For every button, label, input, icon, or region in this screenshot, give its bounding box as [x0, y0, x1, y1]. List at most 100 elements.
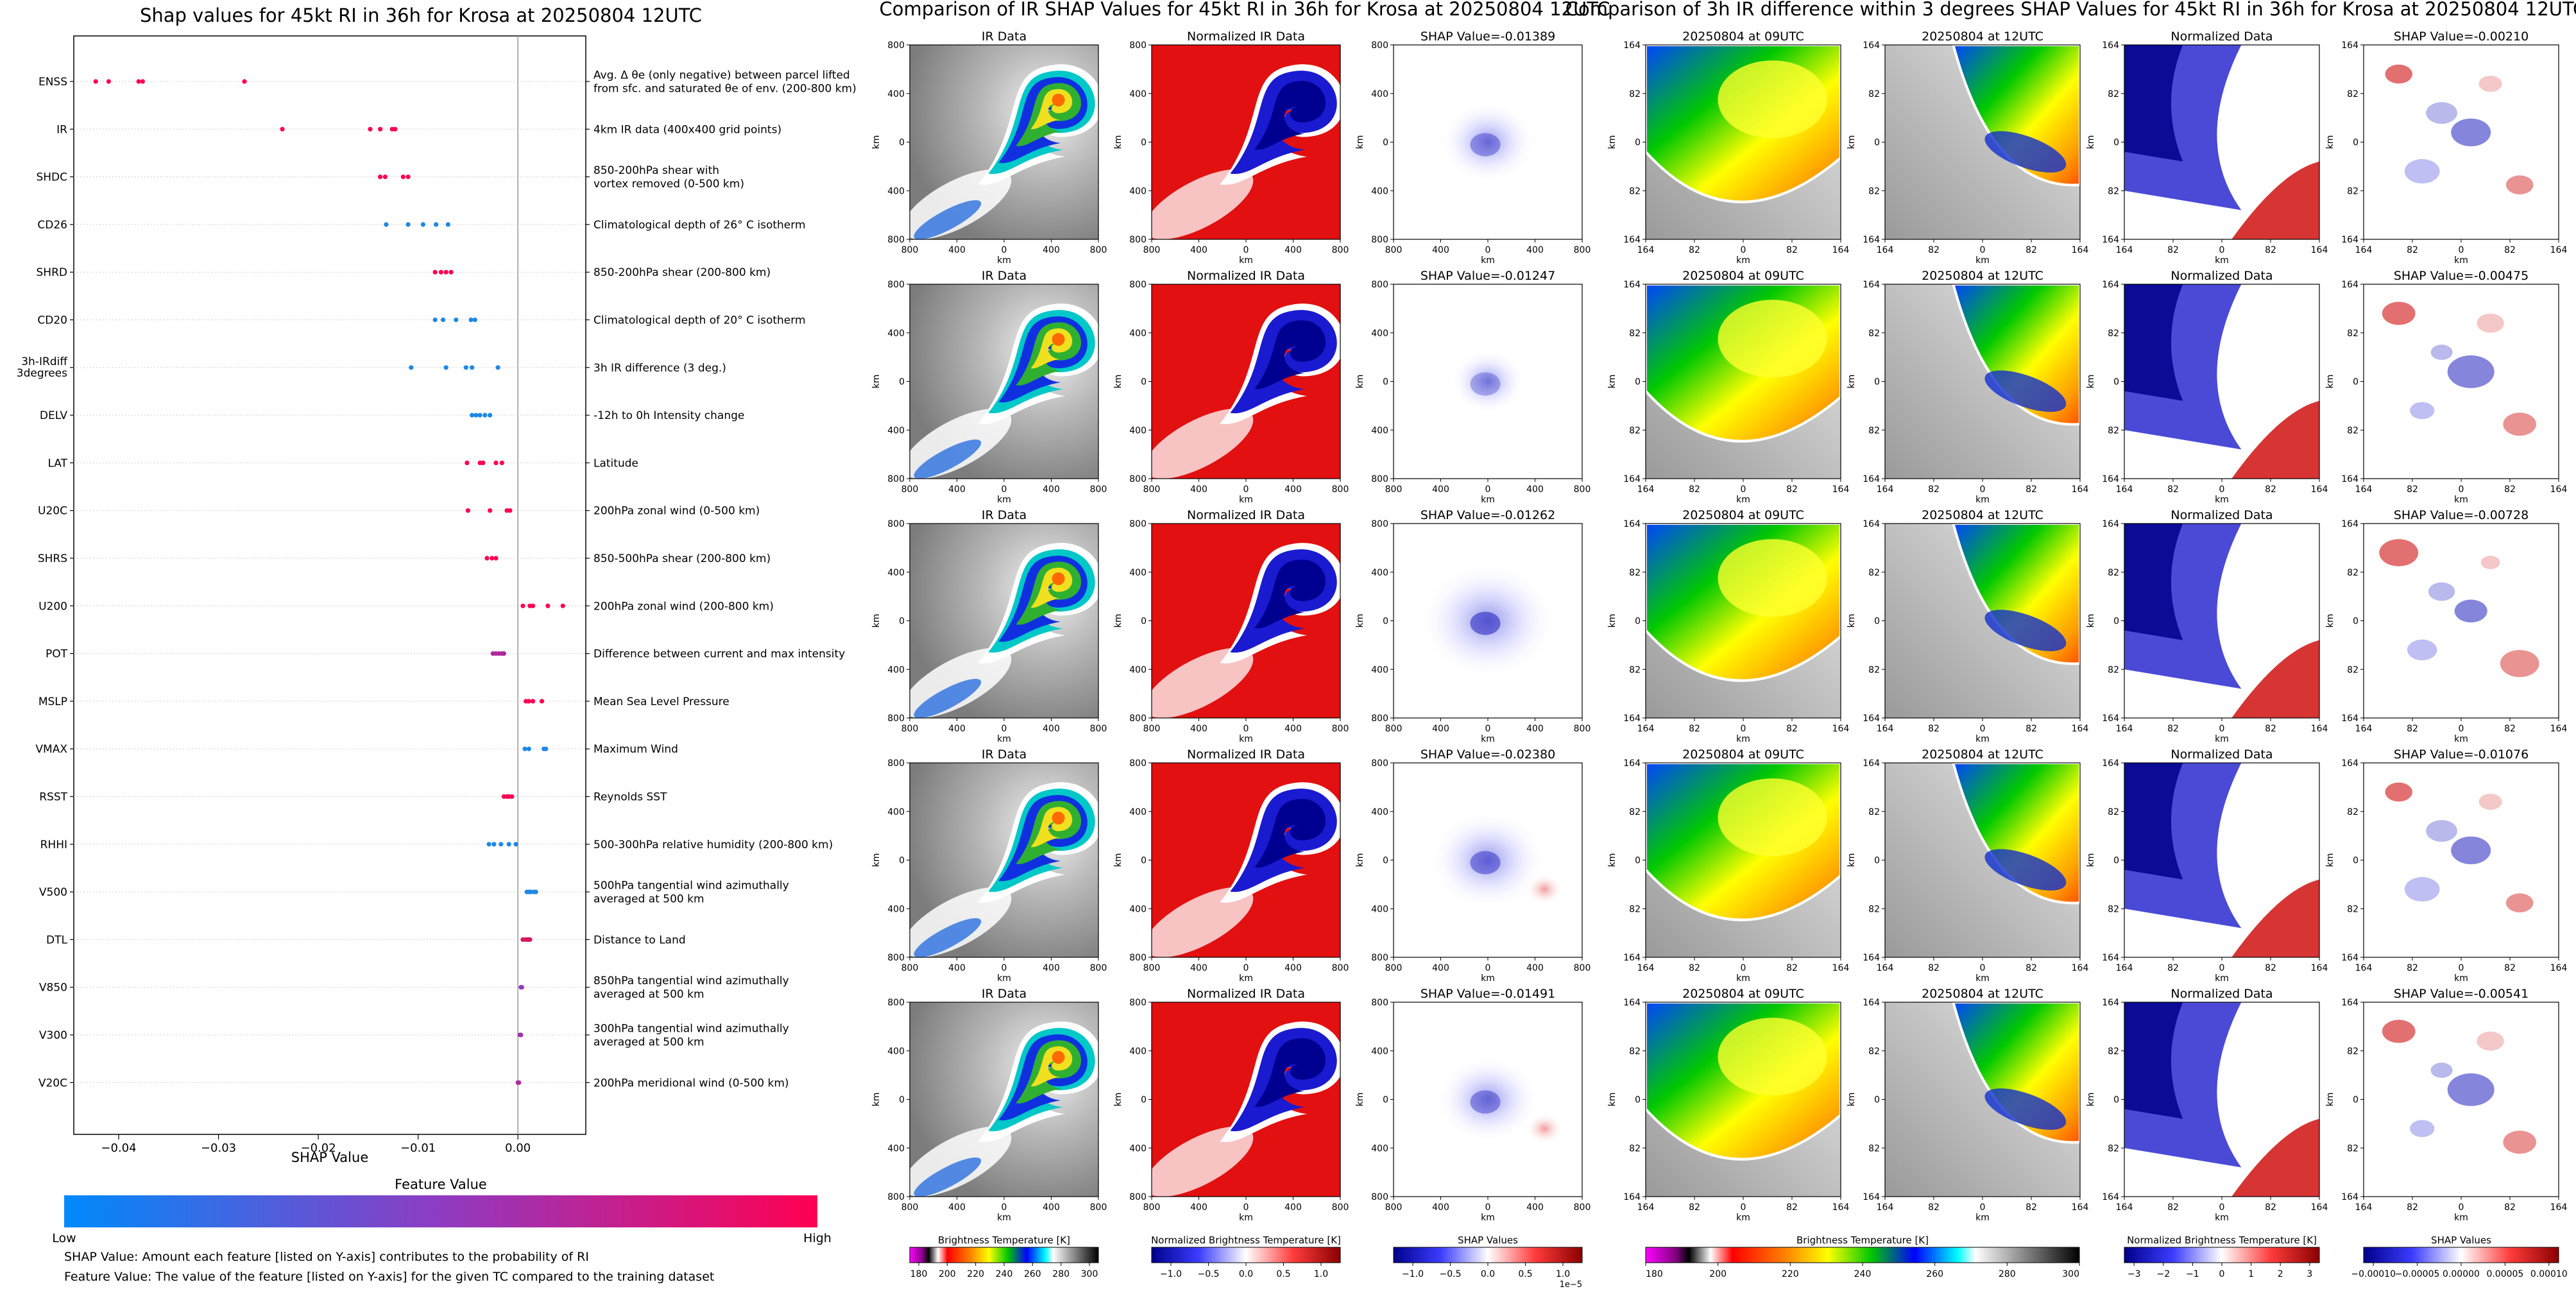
y-tick-label: 400	[887, 568, 905, 578]
x-tick-label: 164	[2072, 963, 2089, 973]
y-tick-label: 164	[1863, 519, 1880, 529]
colorbar-tick-label: 280	[1052, 1269, 1070, 1279]
y-tick-label: 82	[2347, 186, 2358, 196]
cloud-edge	[1984, 1088, 2067, 1130]
panel-title: 20250804 at 09UTC	[1682, 30, 1804, 44]
y-axis-label: km	[1607, 1093, 1617, 1107]
feature-name-label: ENSS	[38, 76, 67, 89]
y-tick-label: 800	[887, 953, 905, 963]
y-tick-label: 800	[1129, 758, 1147, 769]
feature-description: 500hPa tangential wind azimuthally	[593, 880, 789, 892]
y-tick-label: 82	[2108, 186, 2119, 196]
x-axis-label: km	[1239, 973, 1253, 984]
y-axis-label: km	[1847, 135, 1857, 149]
ir-section-title: Comparison of IR SHAP Values for 45kt RI…	[880, 0, 1610, 20]
shap-patch	[2451, 836, 2491, 864]
feature-name-label: V500	[39, 886, 67, 899]
colorbar-tick-label: −2	[2156, 1269, 2170, 1279]
x-tick-label: 82	[1786, 484, 1798, 495]
y-tick-label: 800	[1129, 280, 1147, 290]
x-axis-label: km	[2454, 734, 2468, 744]
y-tick-label: 0	[1874, 377, 1880, 388]
y-tick-label: 164	[2102, 758, 2119, 769]
x-tick-label: 0	[1980, 724, 1986, 734]
x-tick-label: 164	[1832, 963, 1850, 973]
x-tick-label: 400	[1043, 724, 1060, 734]
panel-image	[2124, 284, 2319, 479]
shap-point	[493, 556, 499, 561]
panel-image	[1885, 524, 2080, 718]
shap-patch	[2430, 1063, 2453, 1078]
shap-patch	[2503, 413, 2537, 436]
panel-image	[1646, 1002, 1841, 1197]
y-tick-label: 0	[2113, 617, 2119, 627]
x-tick-label: 800	[1574, 963, 1591, 973]
x-tick-label: 164	[1877, 724, 1894, 734]
ir-cold-core	[1052, 332, 1065, 346]
x-tick-label: 400	[1526, 245, 1544, 255]
x-tick-label: 400	[1043, 1202, 1060, 1213]
shap-point	[409, 365, 414, 370]
shap-patch	[2404, 158, 2440, 184]
y-axis-label: km	[2086, 375, 2096, 389]
shap-point	[531, 603, 536, 608]
norm-deep-area	[2124, 284, 2183, 401]
norm-cloud-band	[1152, 169, 1254, 239]
x-tick-label: 82	[2026, 963, 2037, 973]
ir-panel-r2-c2: 800 400 0 400 8008004000400800kmkmNormalized…	[1113, 269, 1349, 505]
shap-patch	[2477, 313, 2504, 333]
shap-patch	[2478, 75, 2502, 92]
y-tick-label: 164	[2341, 998, 2358, 1008]
feature-description: Distance to Land	[593, 934, 686, 946]
y-tick-label: 800	[1129, 474, 1147, 484]
shap-point	[488, 413, 493, 418]
y-tick-label: 400	[1129, 89, 1147, 99]
shap-point	[526, 699, 531, 704]
shap-point	[513, 842, 518, 847]
shap-point	[482, 413, 488, 418]
norm-warm-area	[2231, 161, 2319, 239]
feature-description: from sfc. and saturated θe of env. (200-…	[593, 83, 857, 96]
x-tick-label: 82	[1928, 963, 1940, 973]
norm-warm-area	[2231, 1118, 2319, 1197]
x-axis-label: km	[1975, 973, 1990, 984]
x-tick-label: 164	[2072, 724, 2089, 734]
y-tick-label: 164	[1623, 474, 1641, 484]
y-tick-label: 82	[2347, 568, 2358, 578]
shap-point	[468, 317, 473, 323]
y-tick-label: 164	[2341, 953, 2358, 963]
feature-description: vortex removed (0-500 km)	[593, 178, 744, 191]
ir-diff-shap-section: Comparison of 3h IR difference within 3 …	[1565, 0, 2576, 1279]
x-axis-label: km	[1239, 495, 1253, 505]
x-axis-label: km	[1975, 495, 1990, 505]
x-tick-label: 0	[1243, 963, 1249, 973]
colorbar-tick-label: 0.5	[1518, 1269, 1532, 1279]
x-tick-label: 164	[2550, 1202, 2568, 1213]
shap-patch	[2430, 345, 2453, 360]
panel-title: 20250804 at 12UTC	[1922, 987, 2043, 1001]
x-tick-label: 82	[2026, 484, 2037, 495]
colorbar-tick-label: 280	[1999, 1269, 2016, 1279]
x-tick-label: 400	[1190, 484, 1207, 495]
warm-core	[1718, 300, 1827, 378]
x-tick-label: 164	[1877, 245, 1894, 255]
x-tick-label: 164	[1637, 724, 1655, 734]
shap-point	[484, 556, 490, 561]
x-tick-label: 400	[948, 1202, 966, 1213]
x-tick-label: 0	[2459, 1202, 2464, 1213]
y-axis-label: km	[2086, 135, 2096, 149]
y-tick-label: 0	[899, 138, 905, 148]
y-axis-label: km	[1355, 135, 1365, 149]
x-tick-label: 164	[2116, 245, 2133, 255]
x-tick-label: 0	[1485, 963, 1491, 973]
panel-image	[1394, 1002, 1582, 1197]
colorbar-tick-label: 1.0	[1556, 1269, 1570, 1279]
panel-image	[910, 524, 1098, 718]
colorbar-tick-label: −0.00005	[2395, 1269, 2440, 1279]
y-tick-label: 82	[2347, 1143, 2358, 1154]
